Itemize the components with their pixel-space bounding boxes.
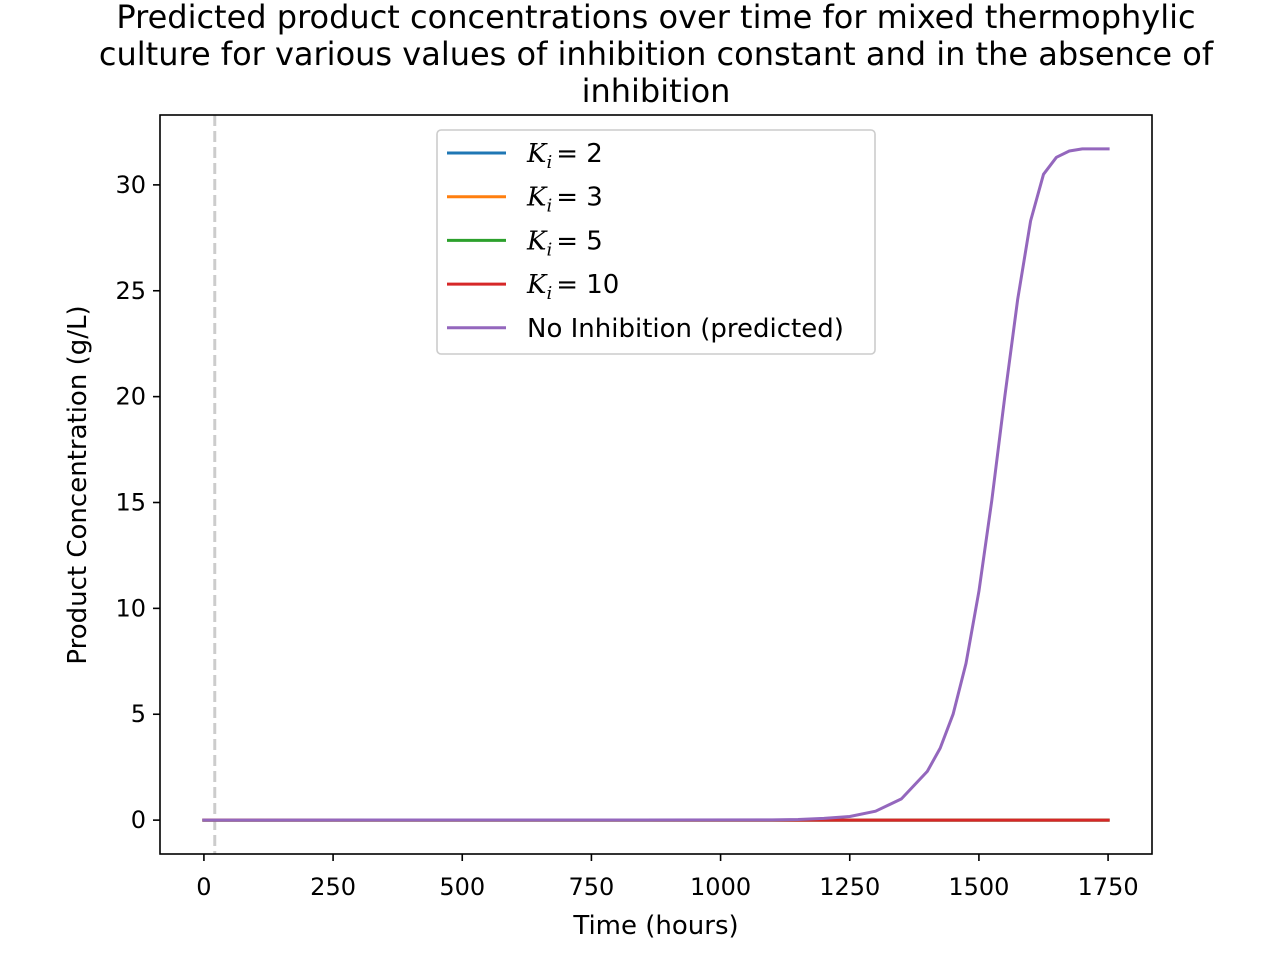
legend-symbol: K [526,226,548,256]
legend-symbol: K [526,183,548,213]
chart-title-line-1: Predicted product concentrations over ti… [116,0,1195,36]
x-tick-label: 1500 [948,873,1009,901]
legend-subscript: i [546,283,552,304]
y-tick-label: 20 [115,383,146,411]
legend-box [436,129,876,355]
x-tick-label: 1000 [690,873,751,901]
x-axis: 0 250 500 750 1000 1250 1500 1750 [196,854,1139,901]
x-tick-label: 250 [310,873,356,901]
legend-value: = 10 [556,270,619,300]
y-axis: 0 5 10 15 20 25 30 [115,171,160,834]
x-tick-label: 1250 [819,873,880,901]
x-tick-label: 750 [569,873,615,901]
y-tick-label: 30 [115,171,146,199]
y-tick-label: 0 [131,806,146,834]
legend-label-4: Ki = 10 [526,270,619,304]
plot-frame [159,114,1153,855]
legend-subscript: i [546,196,552,217]
series-line-5 [202,147,1110,822]
legend-symbol: K [526,270,548,300]
legend-value: = 5 [556,226,603,256]
chart-title: Predicted product concentrations over ti… [99,0,1214,110]
legend-label-5: No Inhibition (predicted) [527,314,844,344]
x-tick-label: 500 [439,873,485,901]
legend-label-2: Ki = 3 [526,183,603,217]
legend-label-3: Ki = 5 [526,226,603,260]
legend-value: = 2 [556,139,603,169]
series-layer [202,147,1110,822]
legend-label-1: Ki = 2 [526,139,603,173]
x-axis-label: Time (hours) [572,911,738,941]
x-tick-label: 0 [196,873,211,901]
y-tick-label: 5 [131,700,146,728]
legend-symbol: K [526,139,548,169]
y-tick-label: 25 [115,277,146,305]
y-tick-label: 10 [115,594,146,622]
x-tick-label: 1750 [1078,873,1139,901]
legend-subscript: i [546,239,552,260]
legend-value: = 3 [556,183,603,213]
y-axis-label: Product Concentration (g/L) [63,305,93,664]
legend-subscript: i [546,152,552,173]
chart-title-line-3: inhibition [582,72,731,110]
y-tick-label: 15 [115,488,146,516]
chart-title-line-2: culture for various values of inhibition… [99,35,1214,73]
